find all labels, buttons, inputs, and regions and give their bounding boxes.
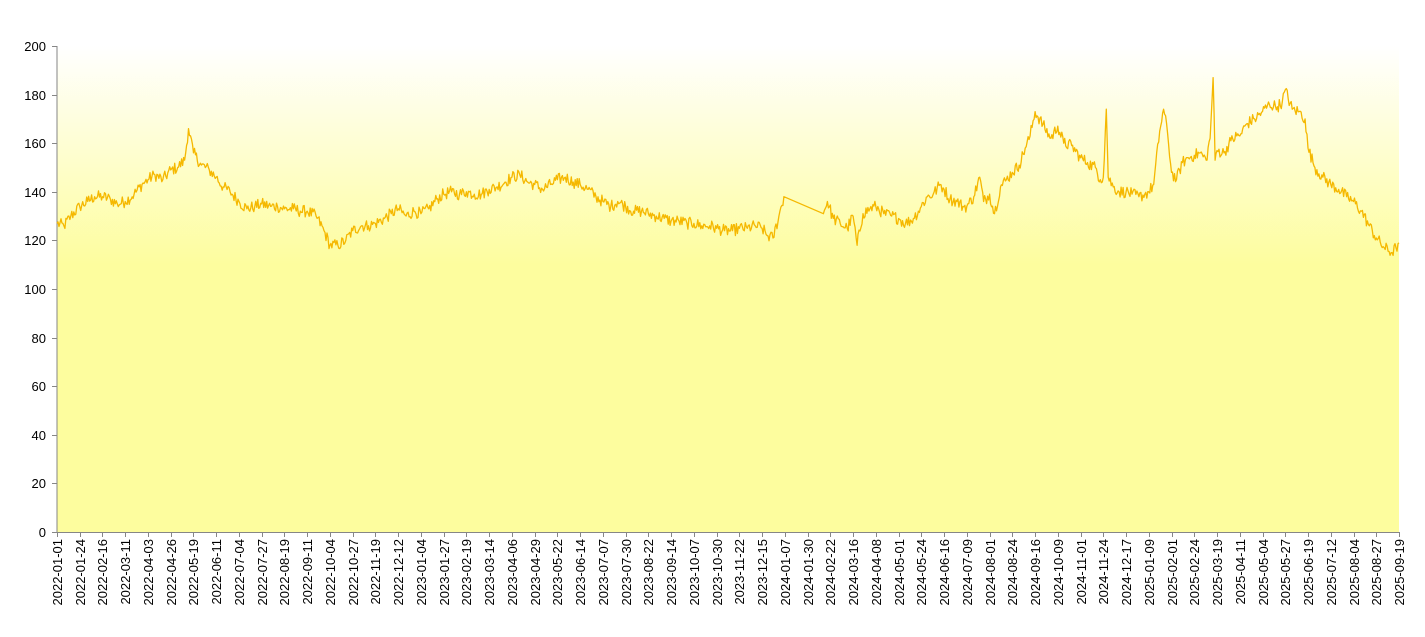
x-tick-label: 2023-05-22 [550, 539, 565, 606]
x-tick-label: 2023-03-14 [482, 539, 497, 606]
x-tick-label: 2023-09-14 [664, 539, 679, 606]
x-tick-label: 2022-03-11 [118, 539, 133, 605]
x-tick-label: 2025-09-19 [1392, 539, 1407, 606]
plot-area [57, 46, 1399, 532]
x-tick-label: 2024-04-08 [869, 539, 884, 606]
x-tick-label: 2023-07-30 [619, 539, 634, 606]
x-axis: 2022-01-01 2022-01-24 2022-02-16 2022-03-11… [50, 532, 1407, 606]
x-tick-label: 2022-05-19 [186, 539, 201, 606]
y-tick-label: 160 [24, 136, 46, 151]
x-tick-label: 2024-01-07 [778, 539, 793, 606]
y-tick-label: 0 [39, 525, 46, 540]
x-tick-label: 2025-05-27 [1278, 539, 1293, 606]
x-tick-label: 2024-11-24 [1096, 539, 1111, 605]
x-tick-label: 2023-07-07 [596, 539, 611, 606]
y-tick-label: 60 [32, 379, 46, 394]
x-tick-label: 2022-01-24 [73, 539, 88, 606]
x-tick-label: 2022-02-16 [95, 539, 110, 606]
x-tick-label: 2025-04-11 [1233, 539, 1248, 605]
x-tick-label: 2022-04-26 [164, 539, 179, 606]
x-tick-label: 2024-08-01 [983, 539, 998, 606]
x-tick-label: 2023-06-14 [573, 539, 588, 606]
x-tick-label: 2022-08-19 [277, 539, 292, 606]
x-tick-label: 2024-05-01 [892, 539, 907, 606]
x-tick-label: 2024-01-30 [801, 539, 816, 606]
x-tick-label: 2024-10-09 [1051, 539, 1066, 606]
x-tick-label: 2022-10-27 [346, 539, 361, 606]
x-tick-label: 2024-05-24 [914, 539, 929, 606]
x-tick-label: 2023-08-22 [641, 539, 656, 606]
x-tick-label: 2024-11-01 [1074, 539, 1089, 605]
y-tick-label: 180 [24, 88, 46, 103]
series-layer [56, 76, 1400, 257]
x-tick-label: 2023-01-04 [414, 539, 429, 606]
x-tick-label: 2023-10-07 [687, 539, 702, 606]
x-tick-label: 2022-04-03 [141, 539, 156, 606]
x-tick-label: 2023-12-15 [755, 539, 770, 606]
y-tick-label: 80 [32, 331, 46, 346]
x-tick-label: 2022-07-04 [232, 539, 247, 606]
x-tick-label: 2022-12-12 [391, 539, 406, 606]
x-tick-label: 2023-04-06 [505, 539, 520, 606]
x-tick-label: 2024-06-16 [937, 539, 952, 606]
y-tick-label: 100 [24, 282, 46, 297]
x-tick-label: 2025-02-24 [1187, 539, 1202, 606]
x-tick-label: 2022-10-04 [323, 539, 338, 606]
x-tick-label: 2022-06-11 [209, 539, 224, 605]
x-tick-label: 2023-11-22 [732, 539, 747, 605]
x-tick-label: 2023-01-27 [437, 539, 452, 606]
x-tick-label: 2025-08-04 [1347, 539, 1362, 606]
x-tick-label: 2024-02-22 [823, 539, 838, 606]
y-tick-label: 140 [24, 185, 46, 200]
x-tick-label: 2025-05-04 [1256, 539, 1271, 606]
x-tick-label: 2024-09-16 [1028, 539, 1043, 606]
x-tick-label: 2023-10-30 [710, 539, 725, 606]
x-tick-label: 2024-08-24 [1005, 539, 1020, 606]
x-tick-label: 2022-11-19 [368, 539, 383, 605]
x-tick-label: 2024-03-16 [846, 539, 861, 606]
x-tick-label: 2022-01-01 [50, 539, 65, 606]
x-tick-label: 2025-07-12 [1324, 539, 1339, 606]
y-tick-label: 40 [32, 428, 46, 443]
series-line [56, 76, 1400, 257]
x-tick-label: 2025-01-09 [1142, 539, 1157, 606]
x-tick-label: 2023-02-19 [459, 539, 474, 606]
x-tick-label: 2025-02-01 [1165, 539, 1180, 606]
y-tick-label: 20 [32, 476, 46, 491]
y-tick-label: 200 [24, 39, 46, 54]
x-tick-label: 2022-09-11 [300, 539, 315, 605]
y-tick-label: 120 [24, 233, 46, 248]
x-tick-label: 2025-06-19 [1301, 539, 1316, 606]
x-tick-label: 2024-12-17 [1119, 539, 1134, 606]
x-tick-label: 2024-07-09 [960, 539, 975, 606]
y-axis: 0 20 40 60 80 100 120 140 160 180 200 [24, 39, 58, 540]
x-tick-label: 2025-08-27 [1369, 539, 1384, 606]
x-tick-label: 2022-07-27 [255, 539, 270, 606]
x-tick-label: 2025-03-19 [1210, 539, 1225, 606]
x-tick-label: 2023-04-29 [528, 539, 543, 606]
